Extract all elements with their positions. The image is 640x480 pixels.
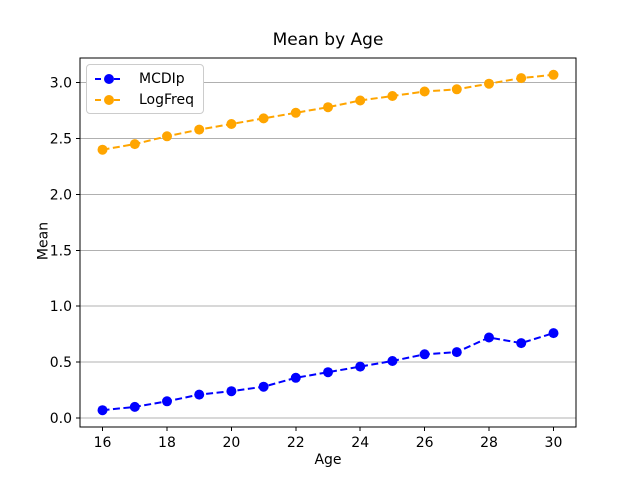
data-point-marker (355, 95, 366, 106)
y-tick-label: 1.0 (50, 299, 72, 315)
data-point-marker (484, 78, 494, 89)
x-tick-label: 24 (351, 435, 369, 451)
x-tick-label: 18 (158, 435, 176, 451)
legend-item-logfreq: LogFreq (94, 90, 194, 109)
x-tick-label: 20 (222, 435, 240, 451)
data-point-marker (290, 107, 301, 118)
y-tick-label: 2.0 (50, 187, 72, 203)
data-point-marker (451, 347, 462, 358)
x-tick-label: 30 (545, 435, 563, 451)
data-point-marker (387, 91, 398, 101)
legend-label: MCDIp (139, 70, 185, 87)
y-tick-label: 3.0 (50, 76, 72, 92)
data-point-marker (548, 69, 559, 80)
data-point-marker (97, 405, 108, 416)
data-point-marker (162, 131, 172, 142)
data-point-marker (419, 349, 430, 360)
data-point-marker (323, 367, 333, 378)
axes-frame (79, 57, 577, 428)
data-point-marker (419, 86, 430, 97)
y-axis-ticks: 0.0 0.5 1.0 1.5 2.0 2.5 3.0 (50, 76, 80, 427)
data-point-marker (290, 372, 301, 383)
chart-title: Mean by Age (272, 30, 384, 50)
legend-line-marker-icon (95, 73, 123, 84)
x-tick-label: 26 (416, 435, 434, 451)
data-point-marker (258, 381, 269, 392)
x-axis-ticks: 16 18 20 22 24 26 28 30 (94, 427, 563, 451)
y-axis-label: Mean (35, 221, 52, 261)
data-point-marker (226, 386, 237, 397)
x-tick-label: 22 (287, 435, 305, 451)
series-logfreq (97, 69, 559, 155)
data-point-marker (484, 332, 494, 343)
legend-label: LogFreq (139, 91, 194, 108)
data-point-marker (548, 328, 559, 339)
data-point-marker (129, 139, 140, 150)
legend-item-mcdip: MCDIp (94, 69, 194, 88)
data-point-marker (194, 124, 205, 135)
data-point-marker (516, 338, 527, 349)
x-axis-label: Age (314, 452, 342, 468)
data-point-marker (355, 361, 366, 372)
x-tick-label: 28 (480, 435, 498, 451)
data-point-marker (162, 396, 172, 407)
series-line (102, 73, 554, 151)
series-line (102, 332, 554, 412)
x-tick-label: 16 (94, 435, 112, 451)
legend-line-marker-icon (95, 94, 123, 105)
y-tick-label: 2.5 (50, 132, 72, 148)
data-point-marker (97, 144, 108, 155)
data-point-marker (451, 84, 462, 95)
data-point-marker (258, 113, 269, 124)
data-point-marker (194, 389, 205, 400)
data-point-marker (323, 102, 333, 113)
series-mcdip (97, 328, 559, 416)
y-tick-label: 1.5 (50, 243, 72, 259)
y-tick-label: 0.0 (50, 411, 72, 427)
data-point-marker (387, 356, 398, 366)
y-tick-label: 0.5 (50, 355, 72, 371)
data-point-marker (226, 119, 237, 129)
data-point-marker (516, 73, 527, 84)
data-point-marker (129, 401, 140, 412)
legend: MCDIp LogFreq (86, 64, 204, 114)
